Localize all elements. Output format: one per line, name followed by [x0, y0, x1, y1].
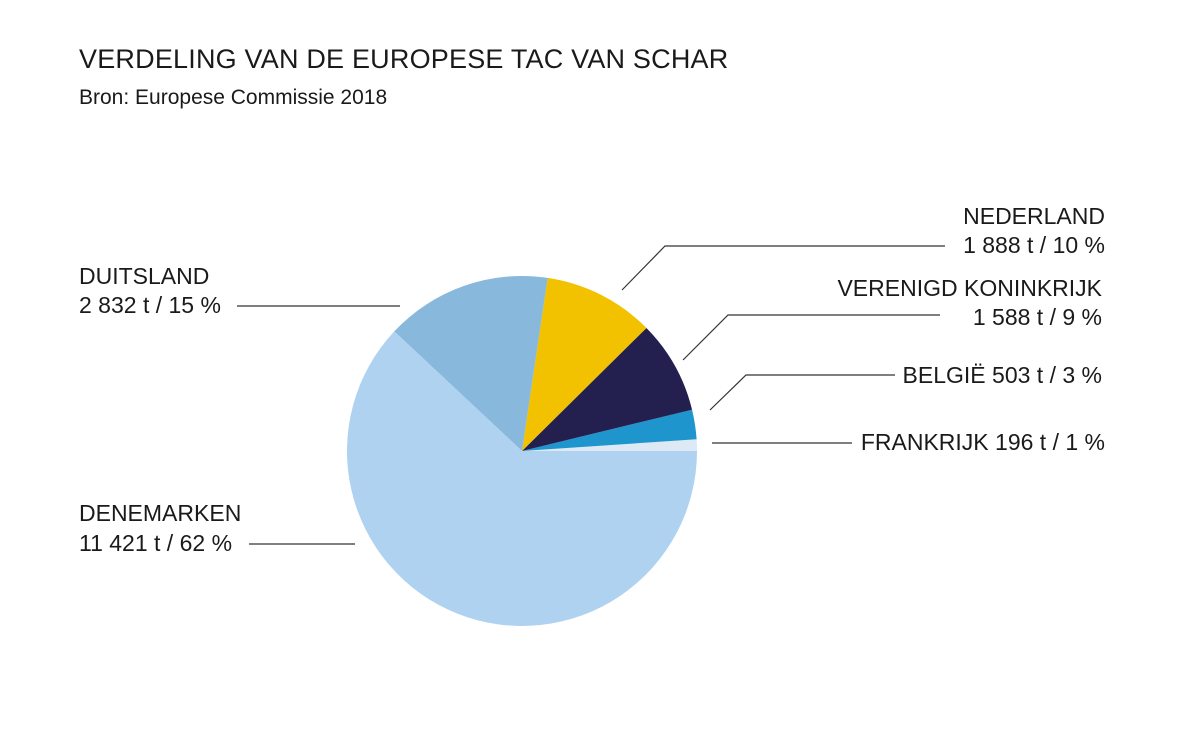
pie-slice-belgi- [522, 409, 697, 451]
leader-line-belgie [709, 374, 895, 411]
slice-value-denemarken: 11 421 t / 62 % [79, 530, 232, 556]
leader-line-nederland [621, 245, 945, 291]
pie-slice-nederland [522, 277, 647, 451]
slice-value-verenigd-koninkrijk: 1 588 t / 9 % [973, 304, 1102, 330]
slice-label-denemarken: DENEMARKEN [79, 500, 241, 526]
pie-slice-duitsland [394, 275, 548, 451]
slice-label-nederland: NEDERLAND [963, 203, 1105, 229]
slice-label-duitsland: DUITSLAND [79, 263, 209, 289]
slice-label-frankrijk: FRANKRIJK 196 t / 1 % [861, 429, 1105, 455]
slice-value-nederland: 1 888 t / 10 % [963, 232, 1105, 258]
chart-subtitle: Bron: Europese Commissie 2018 [79, 86, 388, 109]
slice-label-belgie: BELGIË 503 t / 3 % [903, 362, 1102, 388]
chart-title: VERDELING VAN DE EUROPESE TAC VAN SCHAR [79, 44, 729, 74]
leader-line-verenigd-koninkrijk [682, 314, 940, 361]
pie-slice-frankrijk [522, 439, 697, 451]
pie-slice-denemarken [346, 331, 697, 626]
slice-label-verenigd-koninkrijk: VERENIGD KONINKRIJK [837, 275, 1102, 301]
pie-slice-verenigd-koninkrijk [522, 327, 693, 451]
slice-value-duitsland: 2 832 t / 15 % [79, 292, 221, 318]
